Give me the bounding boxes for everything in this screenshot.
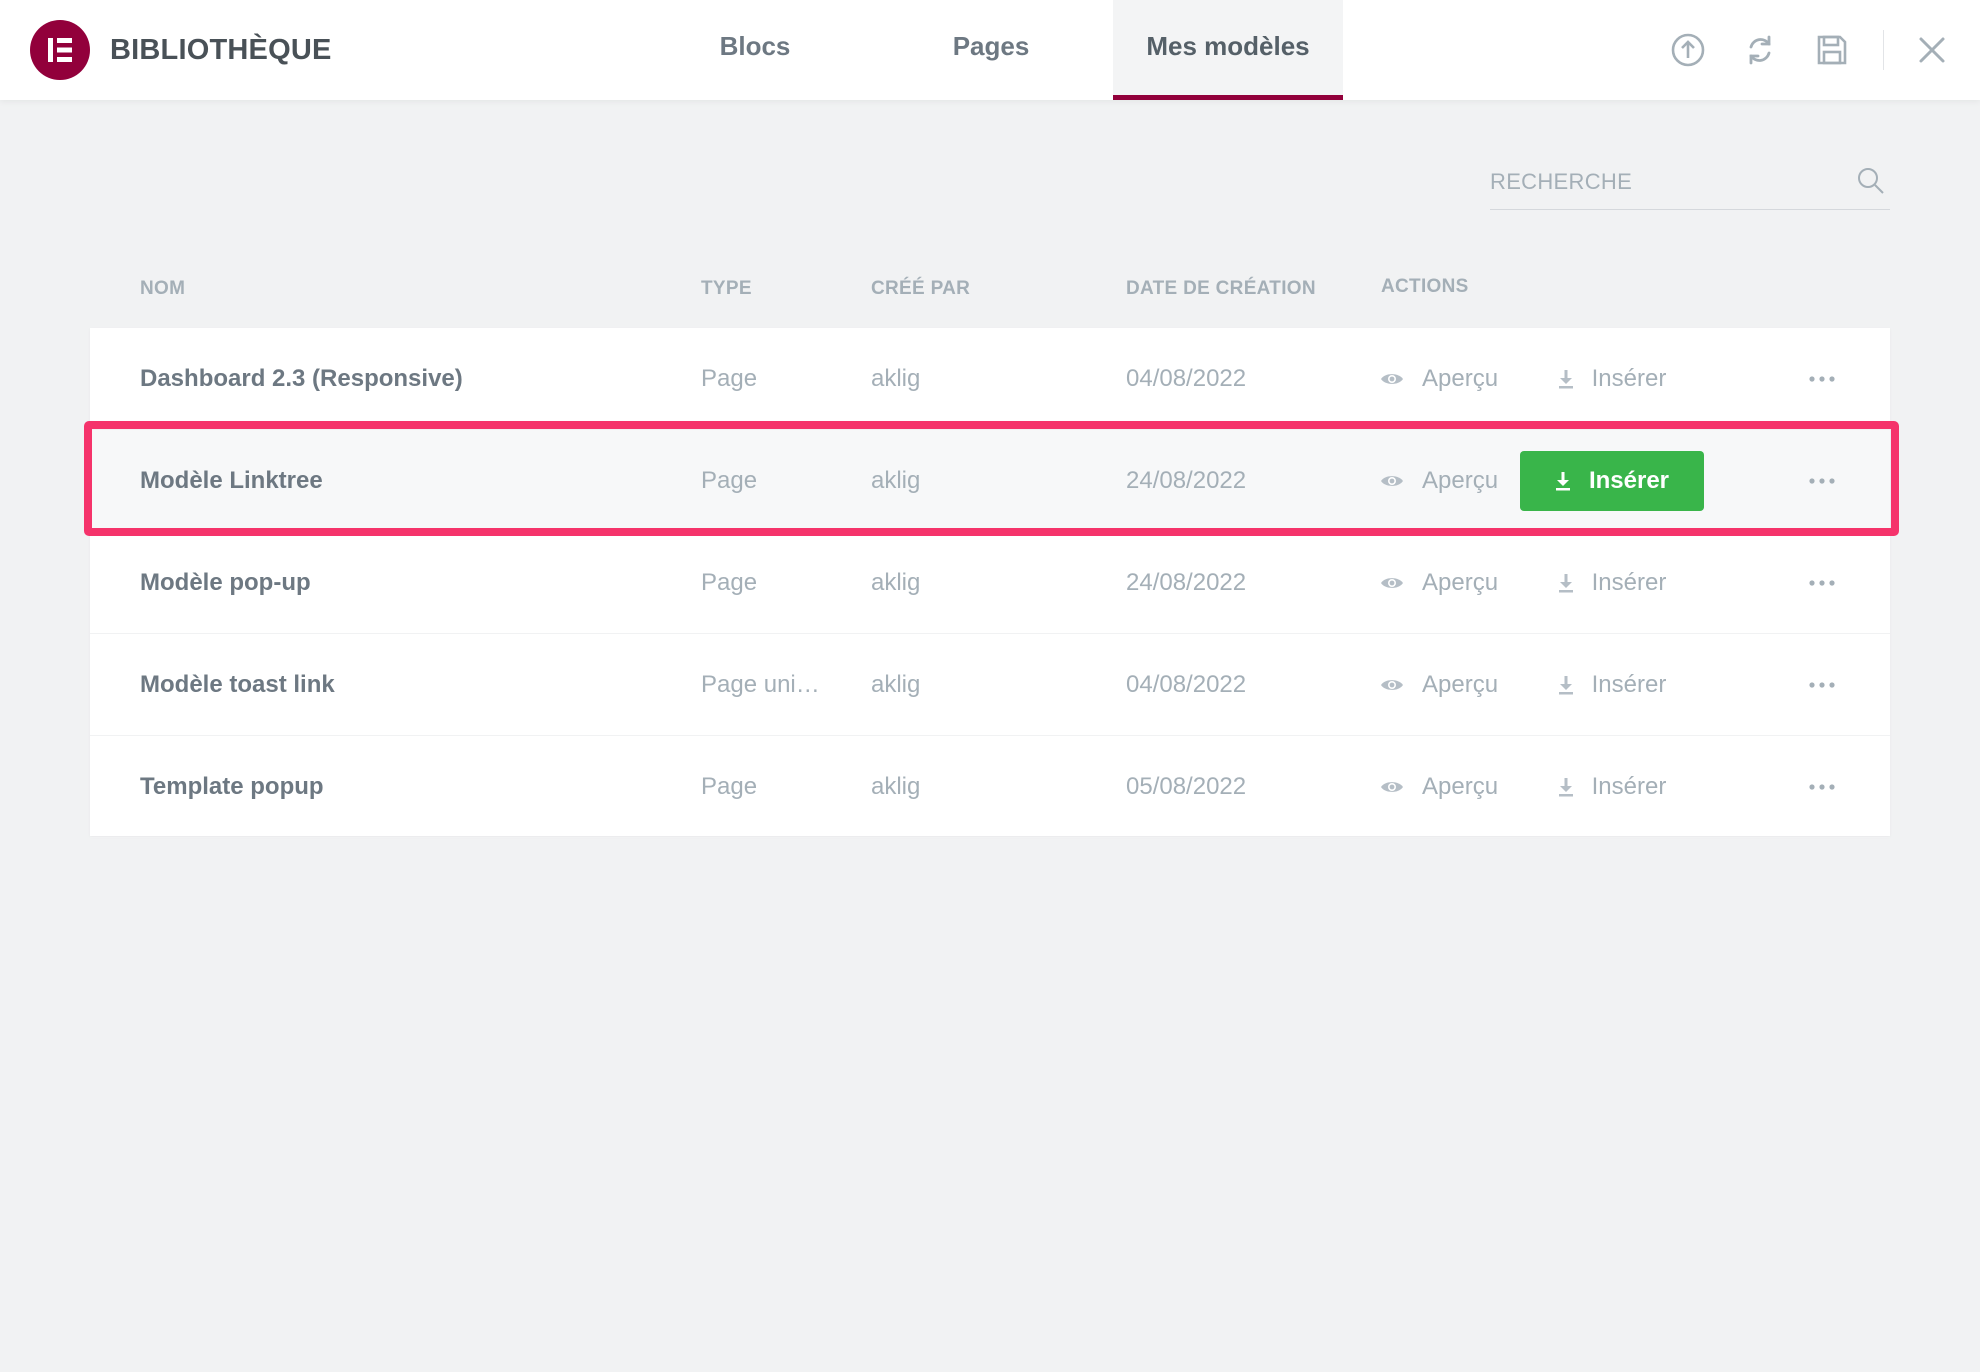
insert-button[interactable]: Insérer: [1520, 553, 1704, 613]
templates-table: Dashboard 2.3 (Responsive) Page aklig 04…: [90, 328, 1890, 838]
table-row: Template popup Page aklig 05/08/2022 Ape…: [90, 736, 1890, 838]
search-bar: [1490, 160, 1890, 210]
more-options-button[interactable]: [1800, 430, 1844, 531]
tab-blocs[interactable]: Blocs: [719, 30, 791, 61]
insert-label: Insérer: [1591, 569, 1667, 596]
download-icon: [1558, 370, 1573, 389]
insert-button[interactable]: Insérer: [1520, 655, 1704, 715]
preview-button[interactable]: Aperçu: [1380, 532, 1498, 633]
insert-label: Insérer: [1591, 671, 1667, 698]
preview-label: Aperçu: [1422, 772, 1499, 800]
library-title: BIBLIOTHÈQUE: [110, 34, 332, 66]
more-options-button[interactable]: [1800, 736, 1844, 837]
template-date: 04/08/2022: [1126, 670, 1247, 698]
template-author: aklig: [871, 466, 921, 494]
column-header-actions: ACTIONS: [1381, 276, 1469, 297]
template-name: Modèle Linktree: [140, 466, 323, 494]
column-header-date[interactable]: DATE DE CRÉATION: [1126, 278, 1316, 299]
template-name: Template popup: [140, 772, 324, 800]
preview-label: Aperçu: [1422, 466, 1499, 494]
template-author: aklig: [871, 670, 921, 698]
template-author: aklig: [871, 568, 921, 596]
tab-pages[interactable]: Pages: [952, 30, 1030, 61]
insert-label: Insérer: [1588, 467, 1670, 494]
download-icon: [1555, 472, 1570, 491]
more-options-button[interactable]: [1800, 532, 1844, 633]
insert-label: Insérer: [1591, 773, 1667, 800]
eye-icon: [1381, 577, 1403, 588]
preview-button[interactable]: Aperçu: [1380, 430, 1498, 531]
insert-button[interactable]: Insérer: [1520, 451, 1704, 511]
search-icon[interactable]: [1856, 166, 1886, 201]
ellipsis-icon: [1809, 375, 1835, 382]
preview-button[interactable]: Aperçu: [1380, 634, 1498, 735]
tab-mes-modeles[interactable]: Mes modèles: [1113, 0, 1343, 100]
preview-label: Aperçu: [1422, 568, 1499, 596]
library-header: BIBLIOTHÈQUE Blocs Pages Mes modèles: [0, 0, 1980, 100]
upload-icon[interactable]: [1668, 30, 1708, 70]
download-icon: [1558, 574, 1573, 593]
eye-icon: [1381, 781, 1403, 792]
table-row: Modèle toast link Page unique aklig 04/0…: [90, 634, 1890, 736]
more-options-button[interactable]: [1800, 634, 1844, 735]
preview-button[interactable]: Aperçu: [1380, 328, 1498, 429]
template-type: Page: [701, 569, 758, 596]
template-name: Modèle pop-up: [140, 568, 311, 596]
template-type: Page unique: [701, 671, 826, 698]
table-row: Dashboard 2.3 (Responsive) Page aklig 04…: [90, 328, 1890, 430]
ellipsis-icon: [1809, 477, 1835, 484]
template-date: 04/08/2022: [1126, 364, 1247, 392]
sync-icon[interactable]: [1740, 30, 1780, 70]
header-divider: [1883, 30, 1884, 70]
eye-icon: [1381, 373, 1403, 384]
table-row: Modèle pop-up Page aklig 24/08/2022 Aper…: [90, 532, 1890, 634]
template-type: Page: [701, 773, 758, 800]
template-type: Page: [701, 467, 758, 494]
ellipsis-icon: [1809, 783, 1835, 790]
table-row: Modèle Linktree Page aklig 24/08/2022 Ap…: [90, 430, 1890, 532]
search-input[interactable]: [1490, 160, 1840, 204]
column-header-name[interactable]: NOM: [140, 278, 186, 299]
insert-button[interactable]: Insérer: [1520, 349, 1704, 409]
template-date: 24/08/2022: [1126, 466, 1247, 494]
template-author: aklig: [871, 364, 921, 392]
template-name: Modèle toast link: [140, 670, 335, 698]
insert-button[interactable]: Insérer: [1520, 757, 1704, 817]
template-author: aklig: [871, 772, 921, 800]
download-icon: [1558, 676, 1573, 695]
close-icon[interactable]: [1912, 30, 1952, 70]
eye-icon: [1381, 475, 1403, 486]
preview-label: Aperçu: [1422, 670, 1499, 698]
insert-label: Insérer: [1591, 365, 1667, 392]
more-options-button[interactable]: [1800, 328, 1844, 429]
template-date: 24/08/2022: [1126, 568, 1247, 596]
save-icon[interactable]: [1812, 30, 1852, 70]
eye-icon: [1381, 679, 1403, 690]
template-name: Dashboard 2.3 (Responsive): [140, 364, 463, 392]
column-header-author[interactable]: CRÉÉ PAR: [871, 278, 971, 299]
template-type: Page: [701, 365, 758, 392]
ellipsis-icon: [1809, 579, 1835, 586]
preview-label: Aperçu: [1422, 364, 1499, 392]
column-header-type[interactable]: TYPE: [701, 278, 752, 299]
download-icon: [1558, 778, 1573, 797]
elementor-logo-icon: [30, 20, 90, 80]
template-date: 05/08/2022: [1126, 772, 1247, 800]
preview-button[interactable]: Aperçu: [1380, 736, 1498, 837]
ellipsis-icon: [1809, 681, 1835, 688]
